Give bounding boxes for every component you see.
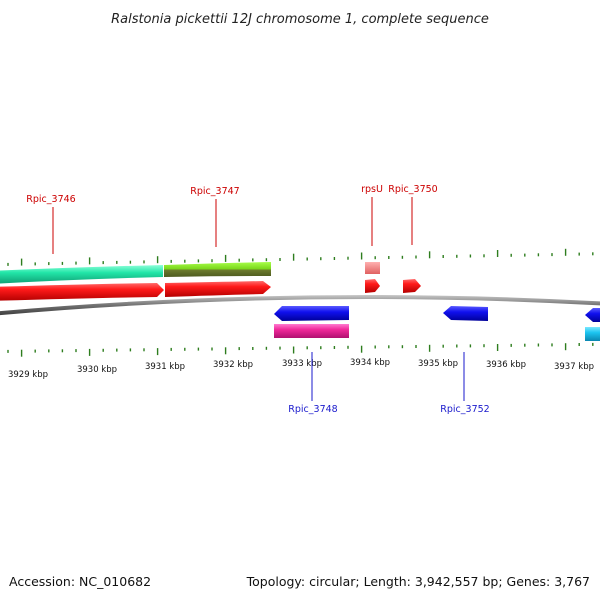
scale-label: 3931 kbp <box>145 362 185 372</box>
gene-offscreen-orf-cyan[interactable] <box>585 327 600 341</box>
gene-label-rpic-3750[interactable]: Rpic_3750 <box>388 184 437 195</box>
accession-text: Accession: NC_010682 <box>9 574 151 589</box>
gene-rpsu-cds-red[interactable] <box>365 279 380 293</box>
reverse-strand-genes <box>274 306 600 341</box>
gene-rpic-3750-cds-red[interactable] <box>403 279 421 293</box>
gene-rpic-3752-cds-blue[interactable] <box>443 306 488 321</box>
gene-rpic-3747-orf-lime[interactable] <box>164 262 271 277</box>
gene-rpsu-rna-pink[interactable] <box>365 262 380 274</box>
chromosome-backbone <box>0 294 600 316</box>
gene-rpic-3748-cds-blue[interactable] <box>274 306 349 321</box>
topology-summary-text: Topology: circular; Length: 3,942,557 bp… <box>246 574 590 589</box>
gene-label-rpic-3747[interactable]: Rpic_3747 <box>190 186 239 197</box>
scale-label: 3937 kbp <box>554 362 594 372</box>
gene-label-rpsu[interactable]: rpsU <box>361 184 383 195</box>
lower-tick-row <box>7 342 594 357</box>
reverse-gene-labels: Rpic_3748 Rpic_3752 <box>288 352 490 415</box>
scale-label: 3934 kbp <box>350 358 390 368</box>
scale-label: 3935 kbp <box>418 359 458 369</box>
gene-offscreen-cds-blue[interactable] <box>585 308 600 322</box>
gene-rpic-3746-orf-teal[interactable] <box>0 265 163 284</box>
gene-rpic-3746-cds-red[interactable] <box>0 283 164 301</box>
upper-tick-row <box>7 248 594 266</box>
scale-label: 3936 kbp <box>486 360 526 370</box>
scale-label: 3930 kbp <box>77 365 117 375</box>
scale-label: 3929 kbp <box>8 370 48 380</box>
gene-label-rpic-3748[interactable]: Rpic_3748 <box>288 404 337 415</box>
scale-label: 3932 kbp <box>213 360 253 370</box>
gene-rpic-3748-orf-magenta[interactable] <box>274 324 349 338</box>
kbp-scale-labels: 3929 kbp 3930 kbp 3931 kbp 3932 kbp 3933… <box>8 358 594 380</box>
gene-label-rpic-3746[interactable]: Rpic_3746 <box>26 194 75 205</box>
map-title: Ralstonia pickettii 12J chromosome 1, co… <box>111 12 489 27</box>
forward-strand-genes <box>0 262 421 301</box>
forward-gene-labels: Rpic_3746 Rpic_3747 rpsU Rpic_3750 <box>26 184 438 254</box>
scale-label: 3933 kbp <box>282 359 322 369</box>
gene-rpic-3747-cds-red[interactable] <box>165 281 271 297</box>
gene-label-rpic-3752[interactable]: Rpic_3752 <box>440 404 489 415</box>
